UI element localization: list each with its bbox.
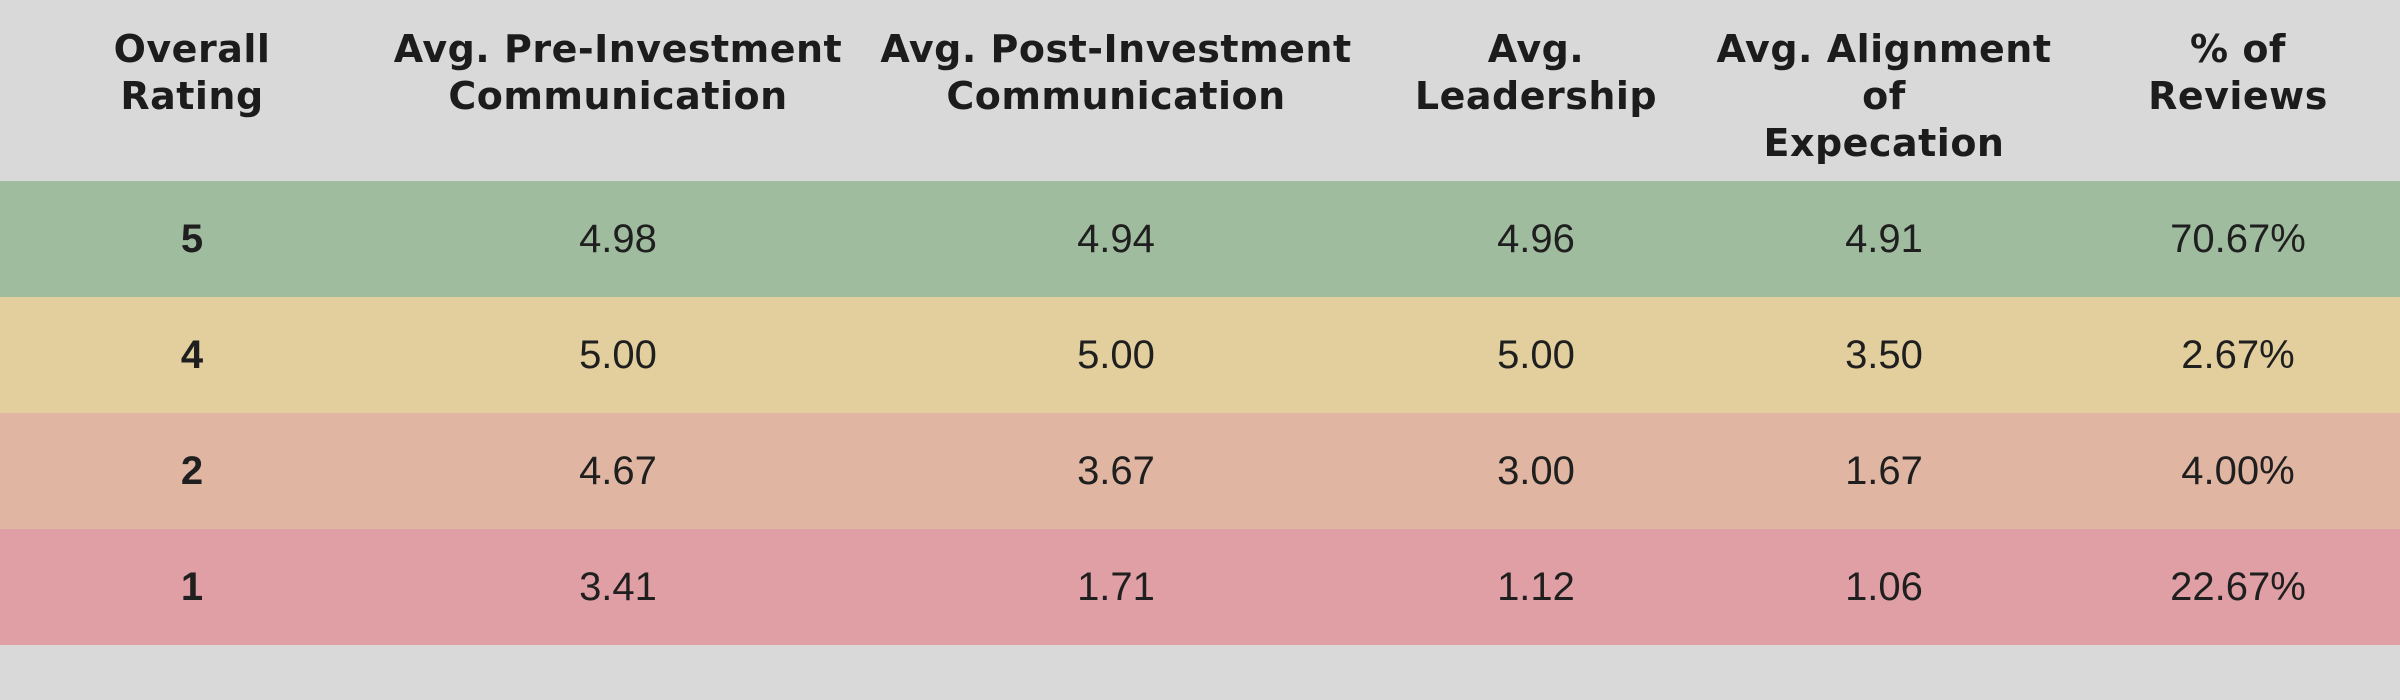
table-row-rating-5: 5 4.98 4.94 4.96 4.91 70.67% bbox=[0, 181, 2400, 297]
cell-post-investment-communication: 1.71 bbox=[1077, 564, 1155, 609]
cell-pre-investment-communication: 3.41 bbox=[579, 564, 657, 609]
cell-alignment-of-expectation: 4.91 bbox=[1845, 216, 1923, 261]
cell-leadership: 1.12 bbox=[1497, 564, 1575, 609]
cell-leadership: 4.96 bbox=[1497, 216, 1575, 261]
table-row-rating-2: 2 4.67 3.67 3.00 1.67 4.00% bbox=[0, 413, 2400, 529]
cell-post-investment-communication: 5.00 bbox=[1077, 332, 1155, 377]
col-header-alignment-of-expectation: Avg. Alignment of Expecation bbox=[1716, 27, 2052, 166]
cell-pct-of-reviews: 2.67% bbox=[2181, 332, 2295, 377]
cell-post-investment-communication: 4.94 bbox=[1077, 216, 1155, 261]
col-header-pct-of-reviews: % of Reviews bbox=[2148, 27, 2328, 119]
cell-pct-of-reviews: 70.67% bbox=[2170, 216, 2306, 261]
cell-pct-of-reviews: 22.67% bbox=[2170, 564, 2306, 609]
cell-alignment-of-expectation: 3.50 bbox=[1845, 332, 1923, 377]
cell-pre-investment-communication: 4.98 bbox=[579, 216, 657, 261]
cell-overall-rating: 5 bbox=[180, 216, 204, 261]
cell-pre-investment-communication: 4.67 bbox=[579, 448, 657, 493]
cell-post-investment-communication: 3.67 bbox=[1077, 448, 1155, 493]
ratings-summary-table: Overall Rating Avg. Pre-Investment Commu… bbox=[0, 0, 2400, 645]
col-header-pre-investment-communication: Avg. Pre-Investment Communication bbox=[393, 27, 843, 119]
col-header-post-investment-communication: Avg. Post-Investment Communication bbox=[880, 27, 1352, 119]
cell-alignment-of-expectation: 1.67 bbox=[1845, 448, 1923, 493]
cell-overall-rating: 1 bbox=[180, 564, 204, 609]
cell-overall-rating: 2 bbox=[180, 448, 204, 493]
cell-alignment-of-expectation: 1.06 bbox=[1845, 564, 1923, 609]
col-header-leadership: Avg. Leadership bbox=[1414, 27, 1658, 119]
table-header-row: Overall Rating Avg. Pre-Investment Commu… bbox=[0, 0, 2400, 181]
table-row-rating-4: 4 5.00 5.00 5.00 3.50 2.67% bbox=[0, 297, 2400, 413]
cell-leadership: 3.00 bbox=[1497, 448, 1575, 493]
col-header-overall-rating: Overall Rating bbox=[113, 27, 271, 119]
cell-leadership: 5.00 bbox=[1497, 332, 1575, 377]
cell-pre-investment-communication: 5.00 bbox=[579, 332, 657, 377]
cell-pct-of-reviews: 4.00% bbox=[2181, 448, 2295, 493]
cell-overall-rating: 4 bbox=[180, 332, 204, 377]
table-row-rating-1: 1 3.41 1.71 1.12 1.06 22.67% bbox=[0, 529, 2400, 645]
